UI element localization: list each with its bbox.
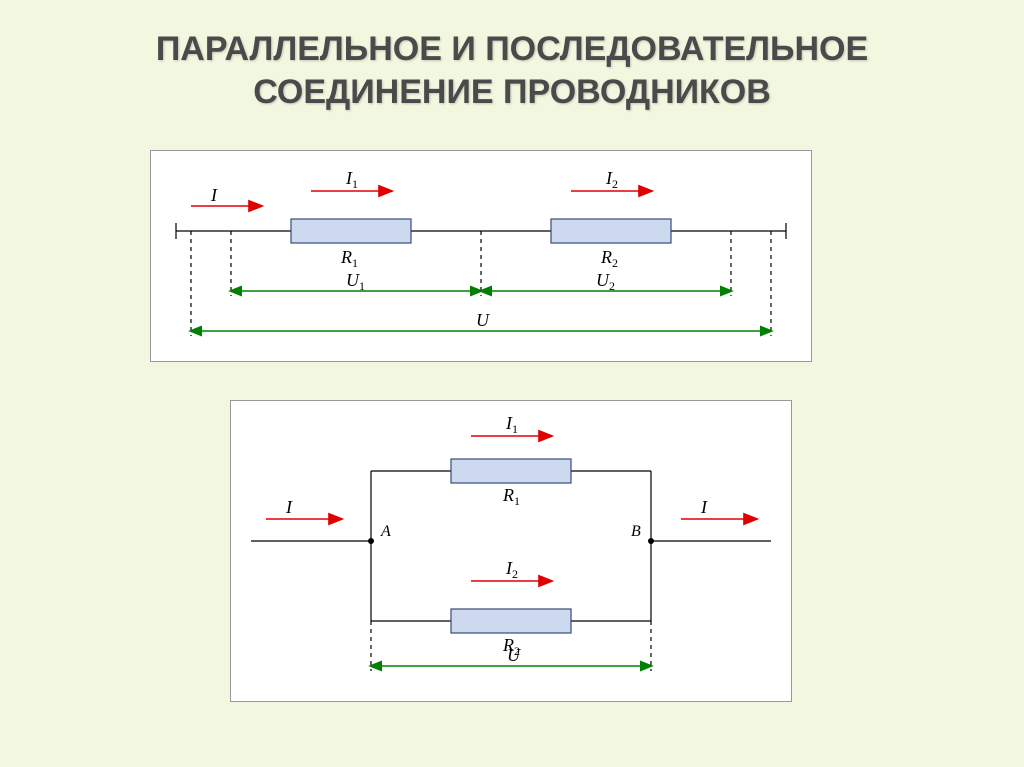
svg-text:R2: R2: [600, 247, 618, 270]
svg-text:U1: U1: [346, 270, 365, 293]
label-i2p-sub: 2: [512, 567, 518, 581]
svg-text:R1: R1: [340, 247, 358, 270]
label-r1: R: [340, 247, 352, 267]
label-b: B: [631, 523, 641, 540]
svg-text:I2: I2: [505, 558, 518, 581]
title-line-2: СОЕДИНЕНИЕ ПРОВОДНИКОВ: [253, 73, 771, 111]
resistor-r1: [291, 219, 411, 243]
label-i-in: I: [285, 497, 293, 517]
label-i: I: [210, 185, 218, 205]
svg-text:I2: I2: [605, 168, 618, 191]
label-u2: U: [596, 270, 610, 290]
svg-text:R1: R1: [502, 485, 520, 508]
resistor-r1-p: [451, 459, 571, 483]
svg-text:I1: I1: [505, 413, 518, 436]
label-u1: U: [346, 270, 360, 290]
svg-text:I1: I1: [345, 168, 358, 191]
svg-text:U2: U2: [596, 270, 615, 293]
label-i-out: I: [700, 497, 708, 517]
label-u1-sub: 1: [359, 279, 365, 293]
slide: ПАРАЛЛЕЛЬНОЕ И ПОСЛЕДОВАТЕЛЬНОЕ СОЕДИНЕН…: [0, 0, 1024, 767]
label-i1p-sub: 1: [512, 422, 518, 436]
series-diagram: I I1 I2 R1 R2 U1 U2 U: [150, 150, 812, 362]
slide-title: ПАРАЛЛЕЛЬНОЕ И ПОСЛЕДОВАТЕЛЬНОЕ СОЕДИНЕН…: [0, 0, 1024, 113]
label-u-p: U: [507, 645, 521, 665]
title-line-1: ПАРАЛЛЕЛЬНОЕ И ПОСЛЕДОВАТЕЛЬНОЕ: [156, 30, 868, 68]
parallel-diagram: I I A B I1 I2 R1 R 2 U: [230, 400, 792, 702]
label-r1p-sub: 1: [514, 494, 520, 508]
label-i2-sub: 2: [612, 177, 618, 191]
label-a: A: [380, 523, 391, 540]
label-i1-sub: 1: [352, 177, 358, 191]
label-r2: R: [600, 247, 612, 267]
resistor-r2: [551, 219, 671, 243]
resistor-r2-p: [451, 609, 571, 633]
label-u: U: [476, 310, 490, 330]
label-u2-sub: 2: [609, 279, 615, 293]
label-r2-sub: 2: [612, 256, 618, 270]
label-r1-p: R: [502, 485, 514, 505]
label-r1-sub: 1: [352, 256, 358, 270]
